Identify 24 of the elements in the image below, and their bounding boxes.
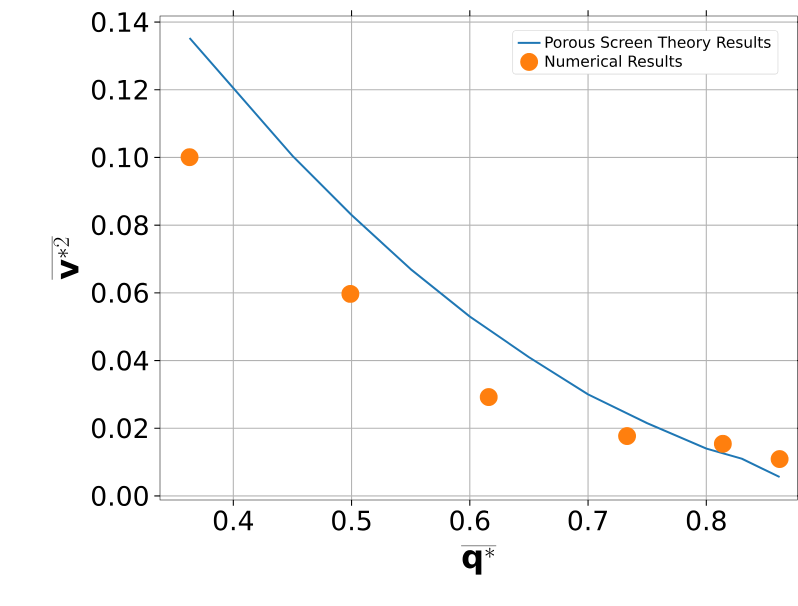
x-tick-label: 0.5: [332, 510, 370, 531]
y-tick-label: 0.06: [92, 282, 148, 303]
x-axis-title: $\overline{\mathbf{q}^{*}}$: [461, 546, 496, 575]
y-tick-label: 0.02: [92, 418, 147, 438]
point: [480, 388, 498, 406]
point: [180, 148, 198, 166]
y-tick-label: 0.00: [92, 486, 148, 506]
y-tick-label: 0.14: [92, 12, 148, 32]
point: [618, 427, 636, 445]
y-tick-label: 0.04: [92, 350, 148, 371]
y-tick-label: 0.12: [92, 80, 147, 100]
y-tick-label: 0.08: [92, 215, 148, 236]
legend-label: Porous Screen Theory Results: [546, 36, 771, 51]
point: [714, 434, 732, 453]
x-tick-label: 0.8: [686, 510, 726, 531]
y-tick-label: 0.10: [92, 147, 148, 168]
y-axis-title: $\overline{\mathbf{v}^{*2}}$: [52, 236, 78, 280]
x-tick-label: 0.6: [450, 510, 490, 531]
line-series: [188, 36, 781, 478]
point: [341, 284, 360, 303]
x-tick-label: 0.4: [214, 510, 254, 531]
x-tick-label: 0.7: [568, 510, 607, 531]
point: [770, 450, 789, 468]
legend-label: Numerical Results: [546, 55, 682, 67]
